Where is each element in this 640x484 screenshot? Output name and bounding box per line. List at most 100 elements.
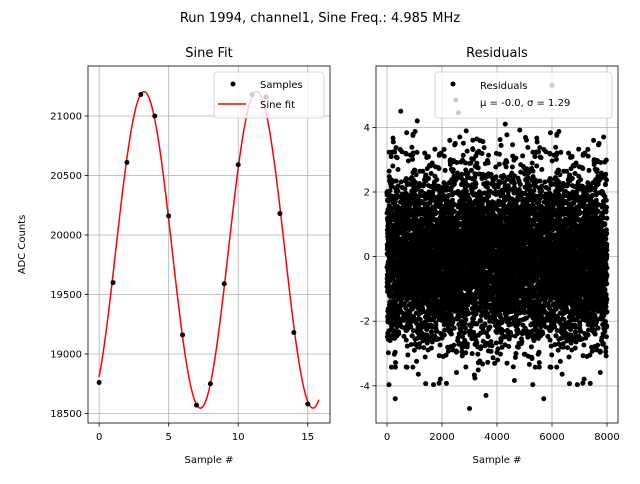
residual-point bbox=[452, 326, 457, 331]
residual-point bbox=[511, 364, 516, 369]
residual-point bbox=[447, 138, 452, 143]
residual-point bbox=[404, 338, 409, 343]
residual-point bbox=[450, 198, 455, 203]
residual-point bbox=[442, 154, 447, 159]
legend-samples-marker bbox=[231, 82, 236, 87]
residual-point bbox=[446, 349, 451, 354]
residual-point bbox=[393, 350, 398, 355]
residual-point bbox=[498, 137, 503, 142]
residual-point bbox=[389, 154, 394, 159]
sample-point bbox=[222, 281, 227, 286]
residual-point bbox=[476, 368, 481, 373]
sample-point bbox=[180, 332, 185, 337]
residual-point bbox=[423, 354, 428, 359]
residual-point bbox=[451, 343, 456, 348]
residual-point bbox=[438, 377, 443, 382]
residual-point bbox=[462, 330, 467, 335]
residual-point bbox=[463, 365, 468, 370]
residual-point bbox=[517, 128, 522, 133]
residual-point bbox=[508, 333, 513, 338]
residual-point bbox=[485, 360, 490, 365]
legend-samples-label: Samples bbox=[260, 80, 303, 91]
sample-point bbox=[291, 330, 296, 335]
legend-sine-fit-label: Sine fit bbox=[260, 100, 295, 111]
residual-point bbox=[395, 188, 400, 193]
residual-point bbox=[487, 324, 492, 329]
residual-point bbox=[472, 376, 477, 381]
residual-point bbox=[474, 161, 479, 166]
residual-point bbox=[429, 346, 434, 351]
residual-point bbox=[482, 145, 487, 150]
sample-point bbox=[111, 280, 116, 285]
residual-point bbox=[512, 378, 517, 383]
sample-point bbox=[152, 113, 157, 118]
residual-point bbox=[405, 365, 410, 370]
residual-point bbox=[461, 153, 466, 158]
residual-point bbox=[461, 141, 466, 146]
residual-point bbox=[394, 179, 399, 184]
residual-point bbox=[436, 166, 441, 171]
residual-point bbox=[513, 156, 518, 161]
residual-point bbox=[392, 149, 397, 154]
y-tick-label: 21000 bbox=[50, 111, 82, 122]
residual-point bbox=[423, 381, 428, 386]
residual-point bbox=[498, 338, 503, 343]
sample-point bbox=[236, 162, 241, 167]
residual-point bbox=[482, 322, 487, 327]
sample-point bbox=[138, 92, 143, 97]
residual-point bbox=[499, 143, 504, 148]
residual-point bbox=[510, 164, 515, 169]
residual-point bbox=[480, 139, 485, 144]
residual-point bbox=[504, 132, 509, 137]
residual-point bbox=[426, 154, 431, 159]
residual-point bbox=[504, 164, 509, 169]
residual-point bbox=[386, 350, 391, 355]
residual-point bbox=[390, 163, 395, 168]
residual-point bbox=[454, 349, 459, 354]
sample-point bbox=[166, 213, 171, 218]
residual-point bbox=[475, 352, 480, 357]
residual-point bbox=[464, 128, 469, 133]
residual-point bbox=[462, 321, 467, 326]
sample-point bbox=[194, 403, 199, 408]
residual-point bbox=[500, 328, 505, 333]
residual-point bbox=[486, 160, 491, 165]
residual-point bbox=[388, 188, 393, 193]
residual-point bbox=[506, 344, 511, 349]
residual-point bbox=[491, 355, 496, 360]
y-tick-label: 19000 bbox=[50, 349, 82, 360]
residual-point bbox=[433, 323, 438, 328]
residual-point bbox=[412, 168, 417, 173]
y-tick-label: 20000 bbox=[50, 230, 82, 241]
residual-point bbox=[451, 167, 456, 172]
residual-point bbox=[476, 165, 481, 170]
residual-point bbox=[410, 365, 415, 370]
residual-point bbox=[449, 332, 454, 337]
residual-point bbox=[386, 382, 391, 387]
residual-point bbox=[504, 160, 509, 165]
y-tick-label: 20500 bbox=[50, 171, 82, 182]
residual-point bbox=[498, 352, 503, 357]
residual-point bbox=[465, 149, 470, 154]
residual-point bbox=[387, 169, 392, 174]
residual-point bbox=[494, 341, 499, 346]
residual-point bbox=[443, 168, 448, 173]
residual-point bbox=[457, 135, 462, 140]
residual-point bbox=[473, 181, 478, 186]
sine-fit-legend: Samples Sine fit bbox=[214, 72, 324, 118]
residual-point bbox=[442, 333, 447, 338]
residual-point bbox=[432, 147, 437, 152]
sample-point bbox=[124, 160, 129, 165]
x-tick-label: 5 bbox=[165, 432, 171, 443]
residual-point bbox=[413, 129, 418, 134]
residual-point bbox=[410, 157, 415, 162]
residual-point bbox=[489, 349, 494, 354]
residual-point bbox=[470, 351, 475, 356]
residual-point bbox=[393, 360, 398, 365]
sample-point bbox=[97, 380, 102, 385]
